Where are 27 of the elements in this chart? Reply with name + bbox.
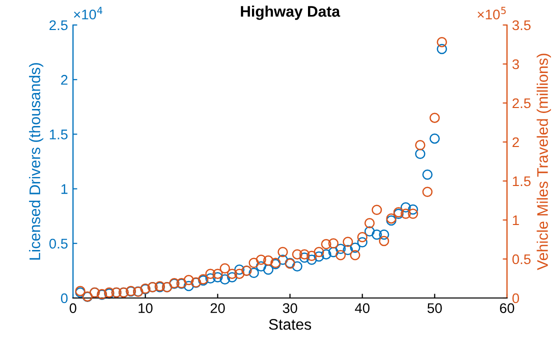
x-tick-label: 20: [210, 303, 225, 314]
text: ×10$^{5}$: [478, 6, 506, 20]
y-tick-label: 0: [60, 293, 68, 304]
y2-tick-label: 3.5: [512, 20, 531, 30]
y-tick-label: 1: [61, 184, 68, 194]
x-axis-title: States: [269, 318, 312, 330]
text: ×10$^{4}$: [74, 6, 102, 20]
x-tick-label: 10: [138, 303, 153, 314]
x-tick-label: 50: [428, 303, 442, 314]
y2-tick-label: 1.5: [512, 176, 531, 186]
y2-tick-label: 2.5: [512, 98, 531, 108]
y2-tick-label: 0.5: [512, 254, 531, 264]
y2-tick-label: 3: [512, 59, 519, 70]
y2-tick-label: 1: [512, 215, 519, 226]
x-tick-label: 60: [500, 303, 514, 314]
y2-tick-label: 2: [512, 137, 519, 148]
chart-title: Highway Data: [240, 6, 340, 20]
y-tick-label: 0.5: [49, 238, 68, 249]
y-tick-label: 1.5: [50, 130, 68, 140]
y2-axis-title: Vehicle Miles Traveled (millions): [536, 54, 551, 270]
y-axis-title: Licensed Drivers (thousands): [29, 63, 44, 260]
y-tick-label: 2.5: [50, 20, 68, 30]
y-tick-label: 2: [61, 74, 68, 85]
x-tick-label: 0: [70, 303, 76, 314]
y2-tick-label: 0: [512, 293, 520, 304]
x-tick-label: 30: [282, 303, 298, 314]
x-tick-label: 40: [354, 303, 370, 314]
